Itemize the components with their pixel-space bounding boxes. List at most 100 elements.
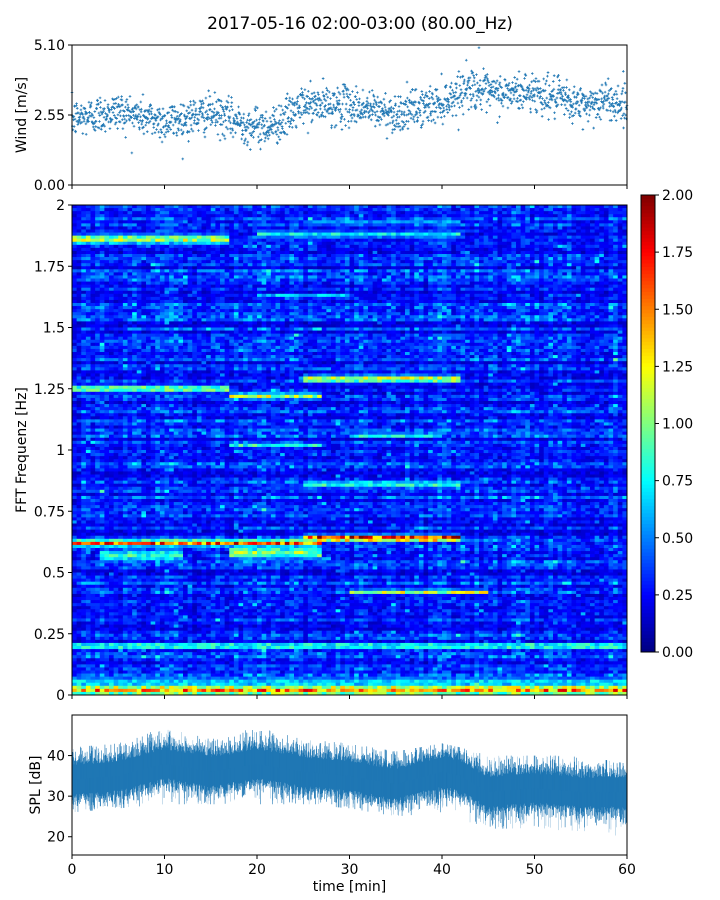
- wind-point: [585, 113, 588, 116]
- spectrogram-cell: [123, 266, 128, 269]
- spectrogram-cell: [322, 254, 327, 257]
- wind-point: [440, 73, 443, 76]
- spectrogram-cell: [146, 205, 151, 208]
- spectrogram-cell: [511, 251, 516, 254]
- spectrogram-cell: [280, 275, 285, 278]
- spectrogram-cell: [498, 236, 503, 239]
- spectrogram-cell: [151, 251, 156, 254]
- wind-point: [615, 119, 618, 122]
- spectrogram-cell: [562, 257, 567, 260]
- wind-point: [140, 108, 143, 111]
- spectrogram-cell: [516, 257, 521, 260]
- spectrogram-cell: [257, 263, 262, 266]
- wind-point: [450, 82, 453, 85]
- spectrogram-cell: [81, 257, 86, 260]
- spectrogram-cell: [511, 257, 516, 260]
- wind-point: [560, 103, 563, 106]
- spectrogram-cell: [502, 217, 507, 220]
- spectrogram-cell: [285, 248, 290, 251]
- spectrogram-cell: [317, 279, 322, 282]
- spectrogram-cell: [590, 282, 595, 285]
- spectrogram-cell: [359, 266, 364, 269]
- spectrogram-cell: [100, 242, 105, 245]
- spectrogram-cell: [225, 230, 230, 233]
- spectrogram-cell: [391, 239, 396, 242]
- wind-point: [467, 108, 470, 111]
- wind-point: [484, 87, 487, 90]
- wind-point: [261, 114, 264, 117]
- spectrogram-cell: [285, 245, 290, 248]
- spectrogram-cell: [424, 208, 429, 211]
- spectrogram-cell: [405, 226, 410, 229]
- spectrogram-cell: [215, 269, 220, 272]
- spectrogram-cell: [252, 233, 257, 236]
- spectrogram-cell: [77, 272, 82, 275]
- spectrogram-cell: [303, 226, 308, 229]
- spectrogram-cell: [488, 251, 493, 254]
- spectrogram-cell: [363, 269, 368, 272]
- spectrogram-cell: [350, 230, 355, 233]
- wind-point: [588, 114, 591, 117]
- spectrogram-cell: [599, 217, 604, 220]
- spectrogram-cell: [433, 233, 438, 236]
- spectrogram-cell: [465, 236, 470, 239]
- wind-point: [150, 113, 153, 116]
- spectrogram-cell: [474, 254, 479, 257]
- spectrogram-cell: [470, 269, 475, 272]
- spectrogram-cell: [345, 226, 350, 229]
- spectrogram-cell: [326, 263, 331, 266]
- spectrogram-cell: [220, 236, 225, 239]
- spectrogram-cell: [368, 263, 373, 266]
- wind-point: [526, 94, 529, 97]
- spectrogram-cell: [280, 248, 285, 251]
- spectrogram-cell: [220, 266, 225, 269]
- spectrogram-cell: [428, 254, 433, 257]
- spectrogram-cell: [178, 282, 183, 285]
- spectrogram-cell: [599, 269, 604, 272]
- spectrogram-cell: [585, 214, 590, 217]
- spectrogram-cell: [197, 208, 202, 211]
- spectrogram-cell: [350, 208, 355, 211]
- spectrogram-cell: [479, 242, 484, 245]
- spectrogram-cell: [118, 211, 123, 214]
- spectrogram-cell: [521, 208, 526, 211]
- spectrogram-cell: [165, 257, 170, 260]
- spectrogram-cell: [81, 226, 86, 229]
- spectrogram-cell: [95, 242, 100, 245]
- spectrogram-cell: [451, 279, 456, 282]
- spectrogram-cell: [174, 272, 179, 275]
- spectrogram-cell: [248, 233, 253, 236]
- spectrogram-cell: [525, 279, 530, 282]
- spectrogram-cell: [266, 214, 271, 217]
- spectrogram-cell: [211, 214, 216, 217]
- spectrogram-cell: [373, 269, 378, 272]
- spectrogram-cell: [276, 263, 281, 266]
- spectrogram-heatmap: [72, 205, 627, 695]
- spectrogram-cell: [613, 257, 618, 260]
- spectrogram-cell: [276, 211, 281, 214]
- spectrogram-cell: [410, 217, 415, 220]
- spectrogram-cell: [104, 233, 109, 236]
- spectrogram-cell: [451, 236, 456, 239]
- spectrogram-cell: [461, 248, 466, 251]
- wind-point: [173, 106, 176, 109]
- spectrogram-cell: [525, 266, 530, 269]
- spectrogram-cell: [461, 239, 466, 242]
- wind-point: [552, 80, 555, 83]
- spectrogram-cell: [326, 211, 331, 214]
- spectrogram-cell: [581, 220, 586, 223]
- spectrogram-cell: [553, 242, 558, 245]
- wind-point: [574, 112, 577, 115]
- spectrogram-cell: [535, 220, 540, 223]
- wind-point: [542, 78, 545, 81]
- spectrogram-cell: [234, 214, 239, 217]
- spectrogram-cell: [317, 242, 322, 245]
- spectrogram-cell: [313, 285, 318, 288]
- spectrogram-cell: [313, 263, 318, 266]
- spectrogram-cell: [558, 260, 563, 263]
- spectrogram-cell: [95, 245, 100, 248]
- spectrogram-cell: [252, 223, 257, 226]
- spectrogram-cell: [313, 226, 318, 229]
- wind-point: [336, 87, 339, 90]
- spectrogram-cell: [128, 217, 133, 220]
